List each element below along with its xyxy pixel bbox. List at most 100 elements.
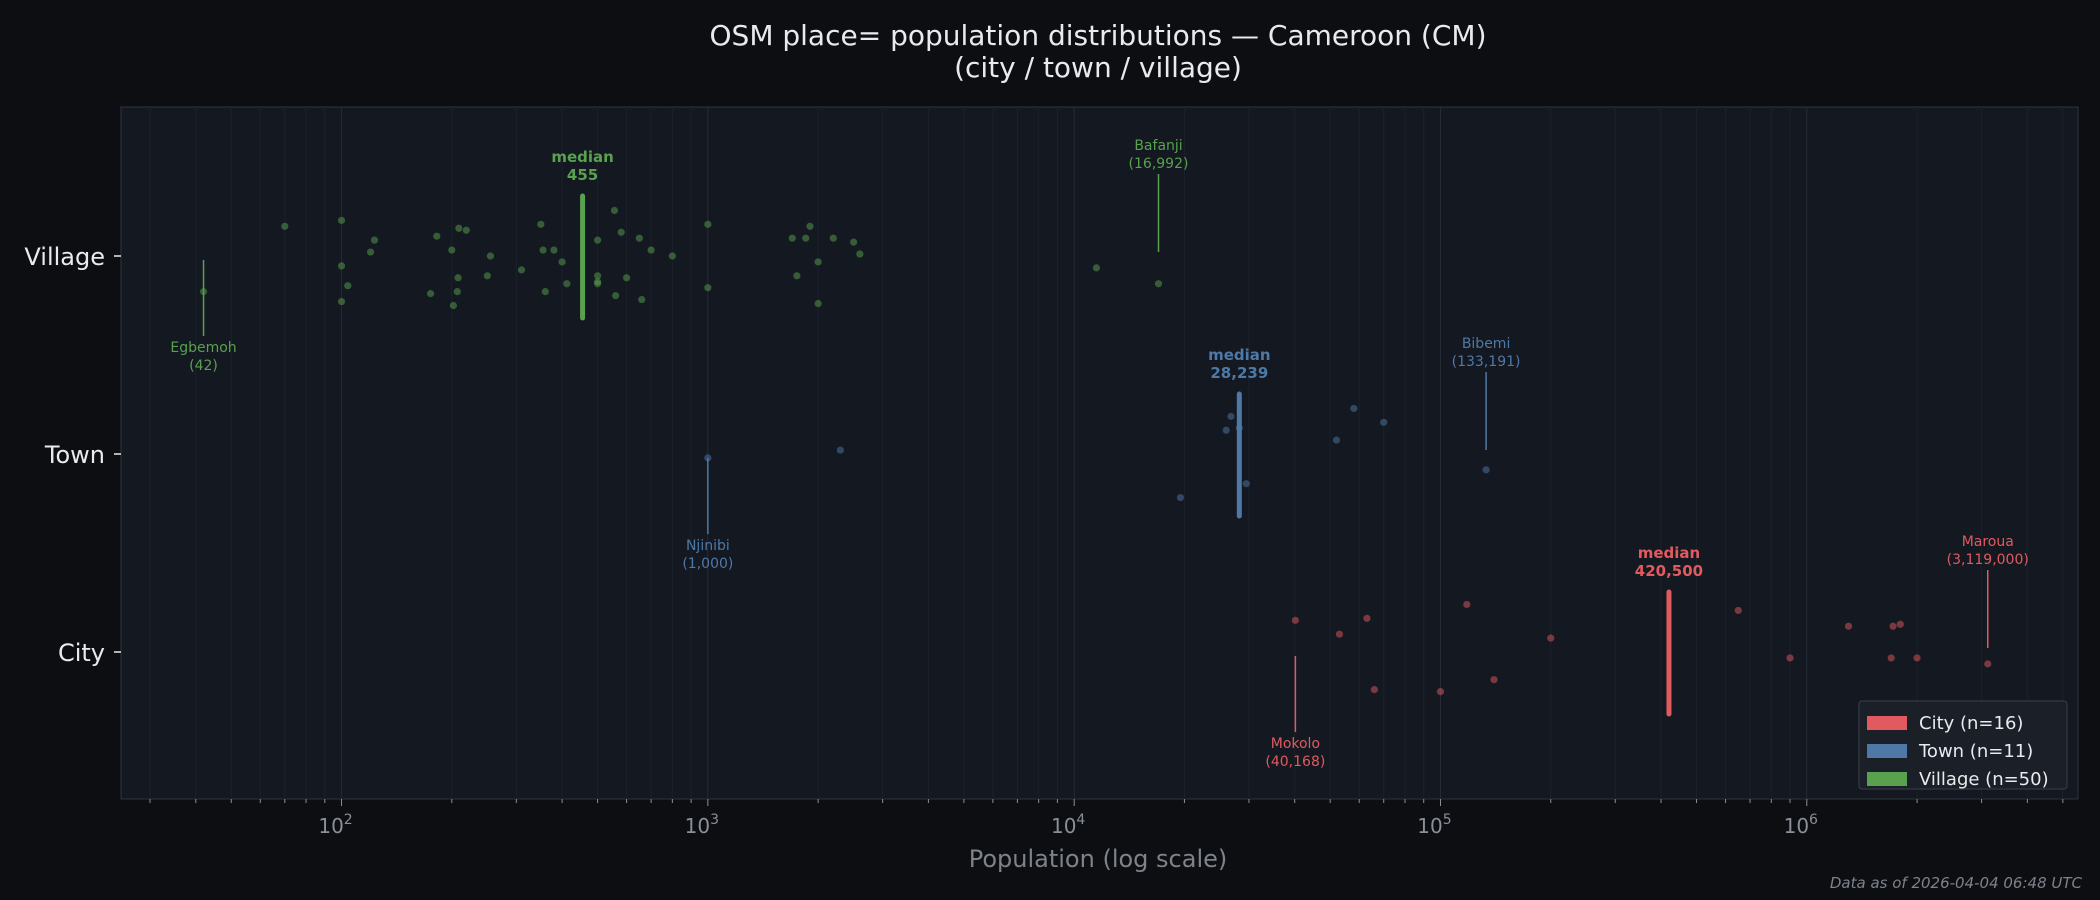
data-point-village [788,234,796,242]
data-point-village [539,246,547,254]
data-point-village [550,246,558,254]
data-point-city [1291,616,1299,624]
data-point-village [558,258,566,266]
plot-area [120,106,2079,800]
annotation-name: Bibemi [1462,336,1511,352]
data-point-town [836,446,844,454]
annotation-name: Mokolo [1271,736,1320,752]
data-point-village [1092,264,1101,272]
data-point-village [337,297,346,306]
y-tick-label: Village [24,243,105,271]
annotation-name: Bafanji [1134,138,1182,154]
y-tick-label: Town [44,441,105,469]
data-point-village [612,292,620,300]
annotation-name: Njinibi [686,538,730,554]
legend-label: Village (n=50) [1919,769,2049,790]
x-tick-label: 102 [318,812,352,838]
data-point-village [617,228,625,236]
data-point-village [593,272,602,280]
median-value: 28,239 [1210,364,1268,382]
median-value: 455 [567,166,598,184]
x-tick-label: 105 [1417,812,1451,838]
data-point-village [635,234,643,242]
data-point-village [593,278,602,286]
data-point-village [433,232,441,240]
data-point-village [370,236,379,244]
data-point-village [647,246,655,254]
data-point-city [1734,606,1742,615]
data-point-city [1547,634,1555,642]
legend-box [1858,700,2068,790]
data-point-town [1176,493,1185,502]
data-point-city [1463,600,1471,609]
data-point-village [1154,280,1163,288]
data-point-town [704,454,712,462]
data-point-village [668,252,676,260]
annotation-population: (133,191) [1452,354,1521,370]
data-point-town [1227,412,1235,420]
data-point-village [704,284,712,292]
data-point-city [1889,622,1897,630]
annotation-name: Egbemoh [170,340,236,356]
data-point-village [704,220,712,228]
annotation-population: (40,168) [1265,754,1325,770]
data-point-city [1984,660,1992,668]
data-point-town [1350,404,1358,413]
data-point-city [1490,676,1498,684]
legend-swatch [1867,716,1907,730]
data-point-village [814,258,822,266]
data-point-village [610,206,619,215]
x-tick-label: 103 [685,812,719,838]
x-axis: 102 103 104 105 106 [149,799,2064,838]
data-point-city [1913,654,1921,662]
median-label: median [1638,544,1700,562]
annotation-population: (1,000) [682,556,733,572]
extreme-annotations: Egbemoh (42) Bafanji (16,992) Njinibi (1,000)… [170,138,2028,770]
chart-title: OSM place= population distributions — Ca… [710,19,1487,52]
data-point-village [856,250,864,258]
data-point-village [337,216,346,224]
x-tick-label: 104 [1051,812,1085,838]
annotation-population: (16,992) [1129,156,1189,172]
data-point-village [814,299,822,308]
data-point-village [806,222,814,230]
y-axis: Village Town City [24,243,121,667]
median-label: median [551,148,613,166]
data-point-village [453,288,461,296]
legend-label: City (n=16) [1919,713,2023,734]
legend: City (n=16) Town (n=11) Village (n=50) [1858,700,2068,790]
x-axis-label: Population (log scale) [969,845,1228,873]
data-point-town [1332,436,1341,444]
data-point-village [449,301,457,310]
median-label: median [1208,346,1270,364]
data-point-village [483,272,491,280]
data-point-village [486,252,495,260]
data-point-village [344,282,352,290]
data-point-town [1380,418,1388,426]
annotation-population: (42) [189,358,218,374]
data-point-village [455,224,463,232]
data-point-city [1335,630,1344,638]
data-point-city [1786,654,1794,662]
data-point-village [793,272,801,280]
data-point-village [622,274,631,282]
annotation-population: (3,119,000) [1947,552,2029,568]
data-point-city [1436,688,1445,696]
y-tick-label: City [58,639,105,667]
data-point-village [462,226,470,234]
data-point-town [1222,426,1230,434]
annotation-name: Maroua [1962,534,2014,550]
data-point-city [1887,654,1895,662]
data-point-village [517,266,526,274]
data-point-village [802,234,810,242]
legend-swatch [1867,772,1907,786]
legend-swatch [1867,744,1907,758]
data-timestamp: Data as of 2026-04-04 06:48 UTC [1830,874,2083,892]
data-point-village [454,274,462,282]
data-point-village [448,246,456,254]
data-point-town [1482,466,1490,474]
data-point-village [537,220,545,228]
data-point-city [1896,620,1904,628]
